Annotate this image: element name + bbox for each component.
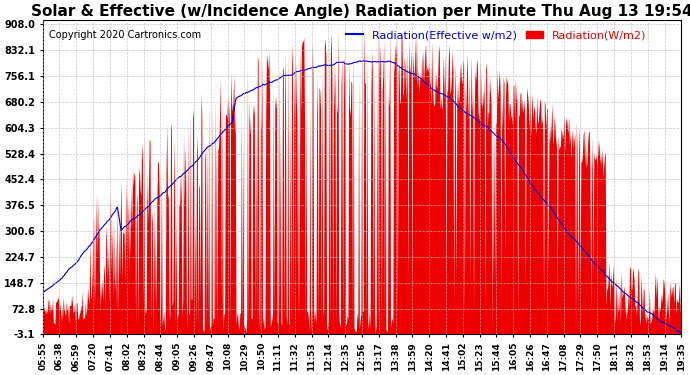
Text: Copyright 2020 Cartronics.com: Copyright 2020 Cartronics.com: [49, 30, 201, 40]
Legend: Radiation(Effective w/m2), Radiation(W/m2): Radiation(Effective w/m2), Radiation(W/m…: [342, 26, 650, 45]
Title: Solar & Effective (w/Incidence Angle) Radiation per Minute Thu Aug 13 19:54: Solar & Effective (w/Incidence Angle) Ra…: [31, 4, 690, 19]
